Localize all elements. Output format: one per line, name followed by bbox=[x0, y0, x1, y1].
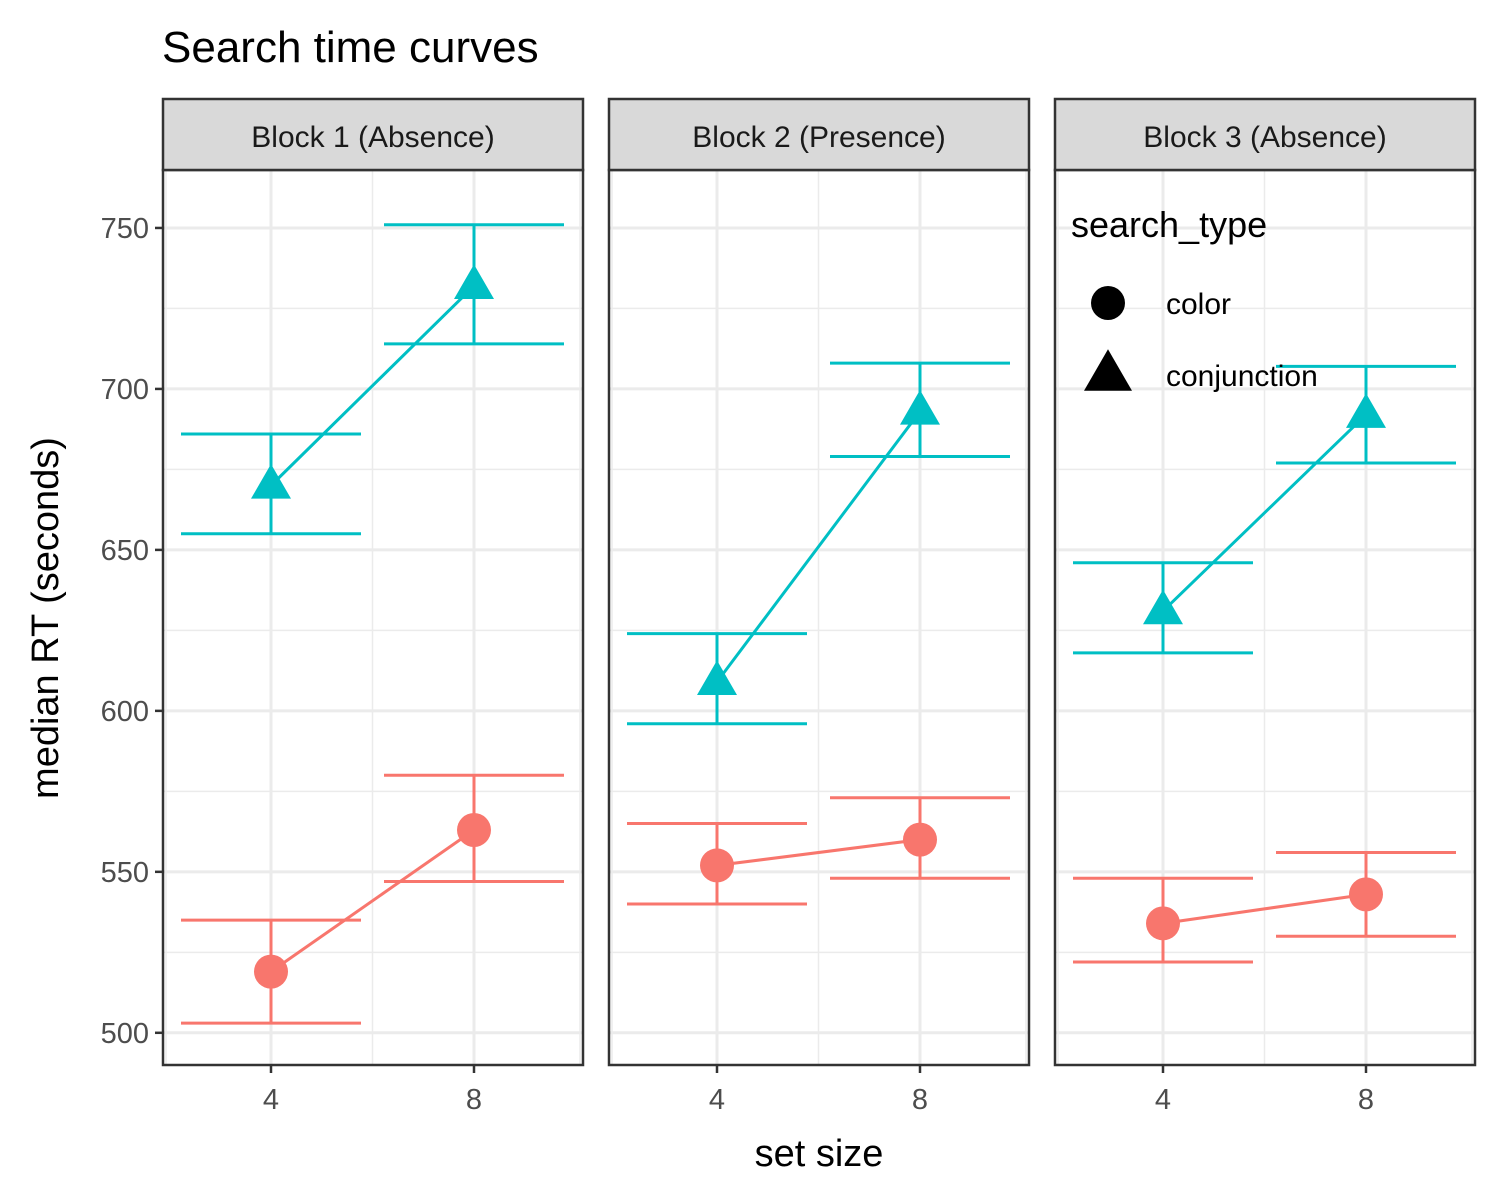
legend-title: search_type bbox=[1071, 204, 1267, 245]
strip-background bbox=[1053, 97, 1477, 172]
facet-panel-1: Block 1 (Absence) 4 8 bbox=[161, 97, 585, 1116]
legend-label: color bbox=[1166, 288, 1231, 321]
series-conjunction bbox=[627, 361, 1010, 726]
series-line bbox=[1161, 413, 1368, 613]
legend-label: conjunction bbox=[1166, 360, 1318, 393]
chart-title: Search time curves bbox=[162, 23, 539, 72]
y-tick-label: 500 bbox=[101, 1018, 149, 1050]
x-tick-label: 4 bbox=[709, 1084, 725, 1116]
data-point bbox=[697, 660, 737, 696]
facet-panel-2: Block 2 (Presence) 4 8 bbox=[607, 97, 1031, 1116]
facet-panel-3: Block 3 (Absence) 4 8 bbox=[1053, 97, 1477, 1116]
y-tick-label: 750 bbox=[101, 213, 149, 245]
x-tick-label: 8 bbox=[466, 1084, 482, 1116]
data-point bbox=[900, 389, 940, 425]
x-tick-label: 4 bbox=[1155, 1084, 1171, 1116]
series-line bbox=[716, 838, 921, 867]
y-tick-label: 600 bbox=[101, 696, 149, 728]
series-conjunction bbox=[181, 223, 564, 536]
y-tick-label: 700 bbox=[101, 374, 149, 406]
strip-label: Block 3 (Absence) bbox=[1143, 121, 1386, 154]
x-axis-title: set size bbox=[755, 1133, 884, 1175]
legend-key-circle bbox=[1091, 286, 1125, 320]
legend-item-conjunction: conjunction bbox=[1084, 349, 1318, 393]
x-tick-label: 8 bbox=[1358, 1084, 1374, 1116]
series-color bbox=[181, 773, 564, 1025]
strip-label: Block 2 (Presence) bbox=[692, 121, 945, 154]
data-point bbox=[457, 812, 491, 847]
series-color bbox=[1073, 851, 1456, 964]
y-tick-label: 650 bbox=[101, 535, 149, 567]
data-point bbox=[1146, 906, 1180, 941]
y-tick-label: 550 bbox=[101, 857, 149, 889]
data-point bbox=[251, 464, 291, 499]
series-line bbox=[269, 284, 476, 487]
x-tick-label: 8 bbox=[912, 1084, 928, 1116]
data-point bbox=[1143, 589, 1183, 625]
legend-key-triangle bbox=[1084, 349, 1132, 391]
series-line bbox=[270, 828, 475, 973]
data-point bbox=[1349, 877, 1383, 912]
y-axis: 500 550 600 650 700 750 bbox=[101, 213, 163, 1050]
strip-background bbox=[607, 97, 1031, 172]
strip-label: Block 1 (Absence) bbox=[251, 121, 494, 154]
data-point bbox=[454, 264, 494, 300]
series-line bbox=[715, 410, 922, 683]
series-color bbox=[627, 796, 1010, 906]
y-axis-title: median RT (seconds) bbox=[25, 437, 67, 799]
data-point bbox=[1346, 393, 1386, 428]
data-point bbox=[903, 822, 937, 857]
series-line bbox=[1162, 892, 1367, 925]
strip-background bbox=[161, 97, 585, 172]
x-tick-label: 4 bbox=[263, 1084, 279, 1116]
series-conjunction bbox=[1073, 364, 1456, 655]
data-point bbox=[700, 848, 734, 883]
legend-item-color: color bbox=[1091, 286, 1231, 321]
data-point bbox=[254, 954, 288, 989]
